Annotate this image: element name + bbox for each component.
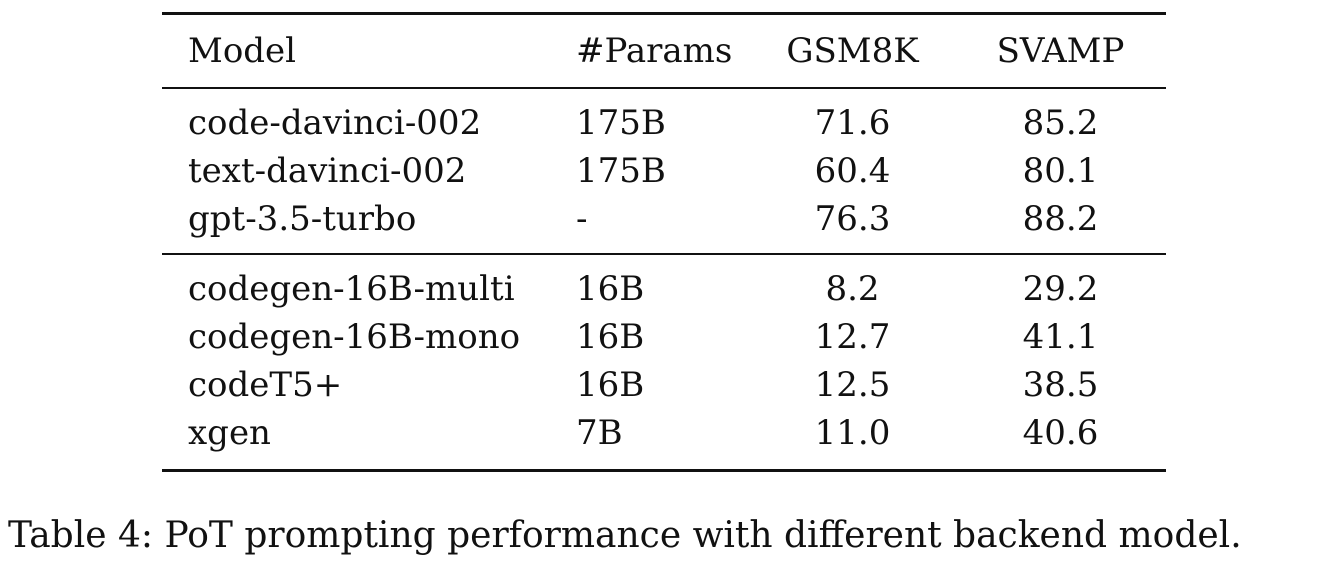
svamp-cell: 38.5 xyxy=(1022,365,1099,405)
table-row: code-davinci-002 175B 71.6 85.2 xyxy=(162,88,1166,147)
svamp-cell: 29.2 xyxy=(1022,269,1099,309)
table-caption: Table 4: PoT prompting performance with … xyxy=(8,515,1242,556)
model-cell: codegen-16B-multi xyxy=(188,269,515,309)
model-cell: text-davinci-002 xyxy=(188,151,467,191)
model-cell: code-davinci-002 xyxy=(188,103,482,143)
params-cell: 16B xyxy=(576,317,645,357)
model-cell: xgen xyxy=(188,413,271,453)
svamp-cell: 41.1 xyxy=(1022,317,1099,357)
svamp-cell: 40.6 xyxy=(1022,413,1099,453)
column-header-params: #Params xyxy=(576,31,733,71)
column-header-svamp: SVAMP xyxy=(996,31,1125,71)
model-cell: codegen-16B-mono xyxy=(188,317,521,357)
gsm8k-cell: 8.2 xyxy=(825,269,880,309)
gsm8k-cell: 12.5 xyxy=(814,365,891,405)
gsm8k-cell: 60.4 xyxy=(814,151,891,191)
table-row: codegen-16B-multi 16B 8.2 29.2 xyxy=(162,254,1166,313)
table-group-openai: code-davinci-002 175B 71.6 85.2 text-dav… xyxy=(162,88,1166,254)
params-cell: 175B xyxy=(576,103,666,143)
model-cell: codeT5+ xyxy=(188,365,343,405)
params-cell: - xyxy=(576,199,588,239)
results-table-container: Model #Params GSM8K SVAMP code-davinci-0… xyxy=(162,12,1166,472)
params-cell: 16B xyxy=(576,365,645,405)
column-header-gsm8k: GSM8K xyxy=(786,31,919,71)
gsm8k-cell: 76.3 xyxy=(814,199,891,239)
table-header: Model #Params GSM8K SVAMP xyxy=(162,13,1166,88)
table-row: xgen 7B 11.0 40.6 xyxy=(162,409,1166,471)
model-cell: gpt-3.5-turbo xyxy=(188,199,417,239)
table-row: gpt-3.5-turbo - 76.3 88.2 xyxy=(162,195,1166,254)
params-cell: 16B xyxy=(576,269,645,309)
table-row: text-davinci-002 175B 60.4 80.1 xyxy=(162,147,1166,195)
gsm8k-cell: 11.0 xyxy=(814,413,891,453)
column-header-model: Model xyxy=(188,31,297,71)
table-row: codegen-16B-mono 16B 12.7 41.1 xyxy=(162,313,1166,361)
table-row: codeT5+ 16B 12.5 38.5 xyxy=(162,361,1166,409)
table-group-open-models: codegen-16B-multi 16B 8.2 29.2 codegen-1… xyxy=(162,254,1166,471)
params-cell: 7B xyxy=(576,413,623,453)
header-row: Model #Params GSM8K SVAMP xyxy=(162,13,1166,88)
results-table: Model #Params GSM8K SVAMP code-davinci-0… xyxy=(162,12,1166,472)
svamp-cell: 88.2 xyxy=(1022,199,1099,239)
svamp-cell: 80.1 xyxy=(1022,151,1099,191)
gsm8k-cell: 71.6 xyxy=(814,103,891,143)
svamp-cell: 85.2 xyxy=(1022,103,1099,143)
gsm8k-cell: 12.7 xyxy=(814,317,891,357)
params-cell: 175B xyxy=(576,151,666,191)
